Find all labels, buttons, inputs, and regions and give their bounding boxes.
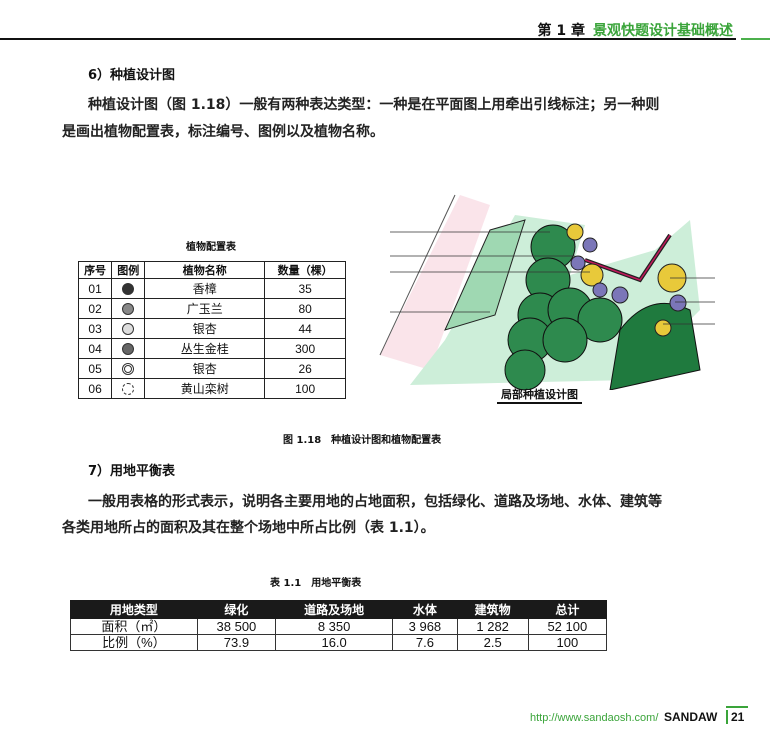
section-6-heading: 6）种植设计图 xyxy=(88,68,176,83)
plant-table: 序号 图例 植物名称 数量（棵） 01 香樟 35 02 广玉兰 80 03 银杏 44 04 丛生… xyxy=(77,261,346,399)
table-row: 02 广玉兰 80 xyxy=(77,298,346,319)
cell-qty: 35 xyxy=(264,278,346,299)
star-tree-symbol-icon xyxy=(122,343,135,356)
table-row: 06 黄山栾树 100 xyxy=(77,378,346,399)
cell-no: 02 xyxy=(77,298,113,319)
chapter-header: 第 1 章景观快题设计基础概述 xyxy=(538,20,734,40)
cell-no: 04 xyxy=(77,338,113,359)
col-header: 建筑物 xyxy=(456,600,529,619)
land-table-title: 表 1.1 用地平衡表 xyxy=(270,578,362,589)
section-7-line-1: 一般用表格的形式表示，说明各主要用地的占地面积，包括绿化、道路及场地、水体、建筑… xyxy=(88,494,662,510)
cell: 2.5 xyxy=(456,634,529,651)
section-6-line-1: 种植设计图（图 1.18）一般有两种表达类型：一种是在平面图上用牵出引线标注；另… xyxy=(88,97,660,113)
table-row: 比例（%） 73.9 16.0 7.6 2.5 100 xyxy=(70,634,608,651)
col-header: 植物名称 xyxy=(144,261,266,279)
col-header: 图例 xyxy=(111,261,146,279)
section-7-line-2: 各类用地所占的面积及其在整个场地中所占比例（表 1.1）。 xyxy=(62,520,435,536)
header-rule xyxy=(0,38,736,40)
table-row: 面积（㎡） 38 500 8 350 3 968 1 282 52 100 xyxy=(70,618,608,635)
header-rule-accent xyxy=(741,38,770,40)
boundary-line xyxy=(379,194,456,356)
col-header: 绿化 xyxy=(196,600,277,619)
cell: 7.6 xyxy=(392,634,458,651)
cell-qty: 100 xyxy=(264,378,346,399)
cell-name: 银杏 xyxy=(144,358,266,379)
ring-tree-symbol-icon xyxy=(122,363,135,376)
cell: 比例（%） xyxy=(70,634,198,651)
cell: 16.0 xyxy=(275,634,394,651)
cell: 8 350 xyxy=(275,618,394,635)
table-row: 05 银杏 26 xyxy=(77,358,346,379)
col-header: 总计 xyxy=(527,600,608,619)
col-header: 水体 xyxy=(392,600,458,619)
col-header: 用地类型 xyxy=(70,600,198,619)
cell: 3 968 xyxy=(392,618,458,635)
planting-plan-drawing xyxy=(379,194,715,390)
table-row: 01 香樟 35 xyxy=(77,278,346,299)
footer-url-link[interactable]: http://www.sandaosh.com/ xyxy=(530,712,659,724)
cell-no: 03 xyxy=(77,318,113,339)
col-header: 数量（棵） xyxy=(264,261,346,279)
footer-brand: SANDAW xyxy=(664,710,718,724)
radial-tree-symbol-icon xyxy=(122,323,135,336)
cell-name: 银杏 xyxy=(144,318,266,339)
cell-name: 香樟 xyxy=(144,278,266,299)
chapter-title: 景观快题设计基础概述 xyxy=(593,23,733,39)
land-balance-table: 用地类型 绿化 道路及场地 水体 建筑物 总计 面积（㎡） 38 500 8 350 3 968… xyxy=(70,600,608,651)
cell-no: 05 xyxy=(77,358,113,379)
cell-qty: 300 xyxy=(264,338,346,359)
col-header: 序号 xyxy=(77,261,113,279)
plant-table-title: 植物配置表 xyxy=(186,242,236,253)
cell-qty: 26 xyxy=(264,358,346,379)
col-header: 道路及场地 xyxy=(275,600,394,619)
tree-symbol-icon xyxy=(122,303,135,316)
cell: 面积（㎡） xyxy=(70,618,198,635)
drawing-label: 局部种植设计图 xyxy=(497,386,582,404)
section-6-line-2: 是画出植物配置表，标注编号、图例以及植物名称。 xyxy=(62,124,384,140)
cell-qty: 44 xyxy=(264,318,346,339)
cell-name: 黄山栾树 xyxy=(144,378,266,399)
cell: 38 500 xyxy=(196,618,277,635)
section-7-heading: 7）用地平衡表 xyxy=(88,464,176,479)
cell: 1 282 xyxy=(456,618,529,635)
cell-no: 01 xyxy=(77,278,113,299)
cell: 73.9 xyxy=(196,634,277,651)
cell-no: 06 xyxy=(77,378,113,399)
figure-caption: 图 1.18 种植设计图和植物配置表 xyxy=(283,435,442,446)
hedge-area xyxy=(444,219,526,331)
cell-qty: 80 xyxy=(264,298,346,319)
chapter-number: 第 1 章 xyxy=(537,23,586,39)
cell-name: 广玉兰 xyxy=(144,298,266,319)
table-row: 04 丛生金桂 300 xyxy=(77,338,346,359)
dark-tree-symbol-icon xyxy=(122,283,135,296)
paved-edge xyxy=(380,195,490,370)
cell: 100 xyxy=(527,634,608,651)
cell: 52 100 xyxy=(527,618,608,635)
cell-name: 丛生金桂 xyxy=(144,338,266,359)
flower-tree-symbol-icon xyxy=(122,383,135,396)
page-number: 21 xyxy=(726,710,744,724)
table-row: 03 银杏 44 xyxy=(77,318,346,339)
page-number-accent xyxy=(726,706,748,708)
